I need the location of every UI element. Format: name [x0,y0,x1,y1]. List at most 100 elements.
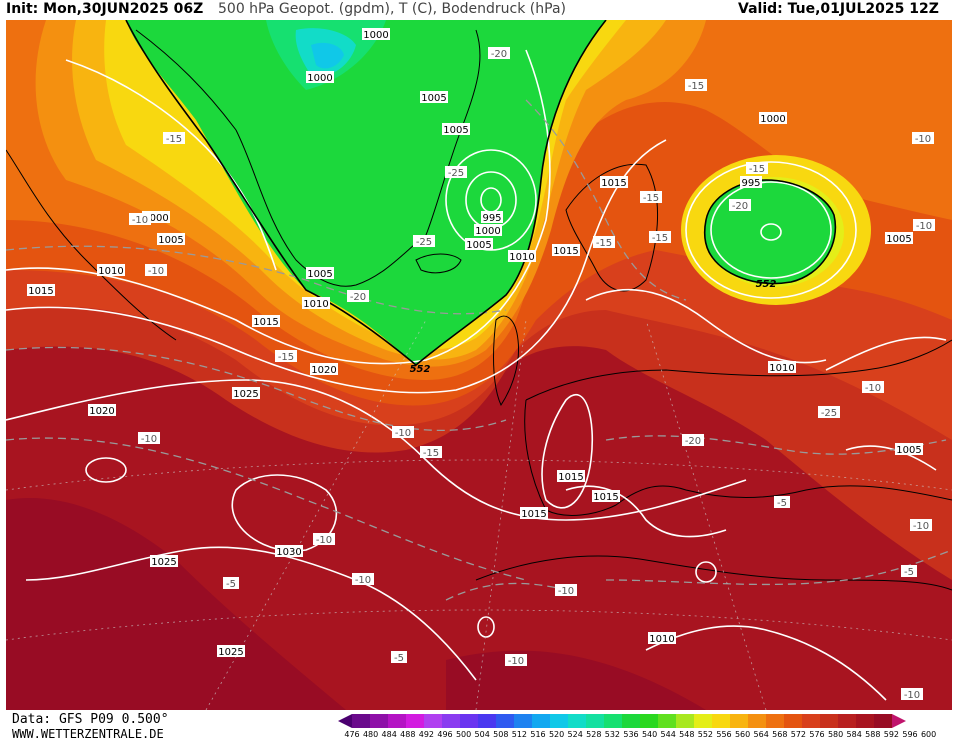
geopotential-label: 552 [756,279,777,290]
pressure-label: 1015 [553,246,578,257]
isobar [231,474,338,552]
pressure-label-box [252,315,280,327]
temperature-label-box [391,651,407,663]
legend-swatch [352,714,370,728]
contour-552 [125,20,607,367]
weather-map-svg: 1000 1000 1005 1005 995 1000 1005 1010 1005 1010 1… [6,20,952,710]
pressure-label-box [768,361,796,373]
isobar [685,161,857,299]
pressure-label: 1005 [896,445,921,456]
legend-label: 552 [697,730,714,739]
temperature-label: -5 [904,567,914,578]
legend-swatch [442,714,460,728]
pressure-label-box [157,233,185,245]
pressure-label: 1005 [158,235,183,246]
pressure-label-box [27,284,55,296]
legend-swatch [550,714,568,728]
mediterranean-north [524,399,952,516]
geopotential-labels: 552 552 [410,279,777,375]
website: WWW.WETTERZENTRALE.DE [12,727,164,741]
map-footer: Data: GFS P09 0.500° WWW.WETTERZENTRALE.… [0,710,959,741]
temperature-label-box [649,231,671,243]
pressure-label-box [275,545,303,557]
temperature-label: -10 [148,266,164,277]
trough-core [311,42,344,69]
legend-label: 592 [883,730,900,739]
isobars [6,49,947,701]
legend-label: 580 [827,730,844,739]
pressure-label-box [520,507,548,519]
pressure-label: 995 [741,178,760,189]
isobar [845,445,937,471]
pressure-label-box [306,267,334,279]
pressure-label: 1010 [98,266,123,277]
pressure-label-box [217,645,245,657]
temperature-label: -15 [749,164,765,175]
pressure-label: 1005 [307,269,332,280]
legend-label: 508 [493,730,509,739]
pressure-label-box [481,211,503,223]
legend-label: 600 [920,730,937,739]
pressure-label: 1020 [89,406,114,417]
pressure-label-box [759,112,787,124]
temperature-label-box [901,565,917,577]
pressure-label-box [592,490,620,502]
pressure-label-box [474,224,502,236]
temperature-label: -10 [915,134,931,145]
isobar [541,393,594,509]
pressure-label: 1015 [601,178,626,189]
pressure-label-box [362,28,390,40]
legend-label: 572 [790,730,807,739]
isobar [760,223,782,241]
pressure-label: 1020 [311,365,336,376]
legend-label: 524 [567,730,583,739]
temperature-label: -20 [350,292,366,303]
legend-bar [338,714,906,728]
legend-label: 488 [400,730,416,739]
pressure-label: 1005 [443,125,468,136]
grid-line [205,319,427,710]
pressure-label: 1015 [521,509,546,520]
temperature-label: -15 [652,233,668,244]
legend-swatch [496,714,514,728]
pressure-label-box [895,443,923,455]
temperature-label: -15 [278,352,294,363]
pressure-label: 1025 [151,557,176,568]
pressure-label-box [306,71,334,83]
isobar [710,181,832,279]
legend-swatch [370,714,388,728]
legend-swatch [712,714,730,728]
pressure-label: 1025 [218,647,243,658]
pressure-label: 1005 [421,93,446,104]
legend-label: 496 [437,730,453,739]
temperature-label: -15 [643,193,659,204]
legend-swatch [406,714,424,728]
legend-label: 584 [846,730,862,739]
pressure-label-box [465,238,493,250]
temperature-label-box [729,199,751,211]
cutoff-low-core [704,180,836,284]
legend-swatch [802,714,820,728]
temperature-label: -10 [132,215,148,226]
temperature-label: -5 [226,579,236,590]
temperature-label-box [420,446,442,458]
pressure-label: 1010 [509,252,534,263]
isobar [695,561,717,583]
pressure-label: 1000 [307,73,332,84]
temperature-label-box [138,432,160,444]
pressure-label: 995 [482,213,501,224]
data-source: Data: GFS P09 0.500° [12,712,169,727]
pressure-label: 1015 [253,317,278,328]
geopotential-label: 552 [410,364,431,375]
legend-swatch [640,714,658,728]
temperature-label-box [352,573,374,585]
temperature-label-box [347,290,369,302]
pressure-label: 1005 [886,234,911,245]
temperature-label-box [413,235,435,247]
legend-swatch [874,714,892,728]
legend-swatch [694,714,712,728]
legend-label: 548 [679,730,695,739]
legend-label: 504 [474,730,490,739]
iceland-coast [415,253,462,274]
legend-label: 564 [753,730,769,739]
